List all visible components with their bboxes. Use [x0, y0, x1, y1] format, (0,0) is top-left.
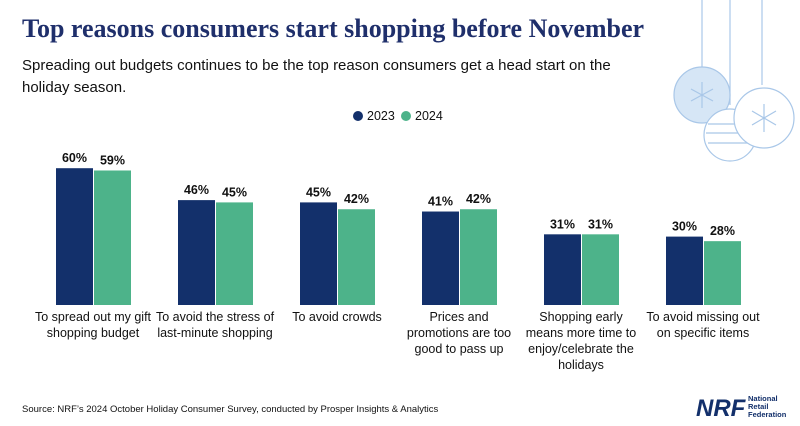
value-label: 28% [710, 224, 735, 238]
value-label: 42% [466, 192, 491, 206]
bar [300, 202, 337, 305]
bar [338, 209, 375, 305]
logo: NRF [696, 395, 747, 422]
bar [460, 209, 497, 305]
x-tick-label: To avoid missing out on specific items [646, 310, 760, 340]
bar [582, 234, 619, 305]
bar [544, 234, 581, 305]
value-label: 46% [184, 183, 209, 197]
x-tick-label: To avoid the stress of last-minute shopp… [155, 310, 275, 340]
logo-text: National Retail Federation [748, 394, 787, 419]
value-label: 59% [100, 153, 125, 167]
value-label: 45% [222, 185, 247, 199]
chart-title: Top reasons consumers start shopping bef… [22, 14, 644, 43]
value-label: 31% [550, 217, 575, 231]
legend-swatch [401, 111, 411, 121]
bar [94, 170, 131, 305]
ornaments [673, 0, 795, 162]
x-tick-label: Shopping early means more time to enjoy/… [525, 310, 637, 372]
bar [422, 211, 459, 305]
value-label: 45% [306, 185, 331, 199]
bar [216, 202, 253, 305]
value-label: 60% [62, 151, 87, 165]
subtitle: Spreading out budgets continues to be th… [22, 57, 611, 96]
legend-label: 2023 [367, 109, 395, 123]
legend-swatch [353, 111, 363, 121]
x-tick-label: Prices and promotions are too good to pa… [406, 310, 512, 356]
value-label: 41% [428, 195, 453, 209]
x-tick-label: To spread out my gift shopping budget [34, 310, 152, 340]
bar [178, 200, 215, 305]
legend-label: 2024 [415, 109, 443, 123]
value-label: 30% [672, 220, 697, 234]
value-label: 31% [588, 217, 613, 231]
bar [704, 241, 741, 305]
value-label: 42% [344, 192, 369, 206]
x-tick-label: To avoid crowds [292, 310, 382, 324]
bar [666, 236, 703, 305]
bar [56, 168, 93, 305]
source-note: Source: NRF’s 2024 October Holiday Consu… [22, 404, 439, 415]
